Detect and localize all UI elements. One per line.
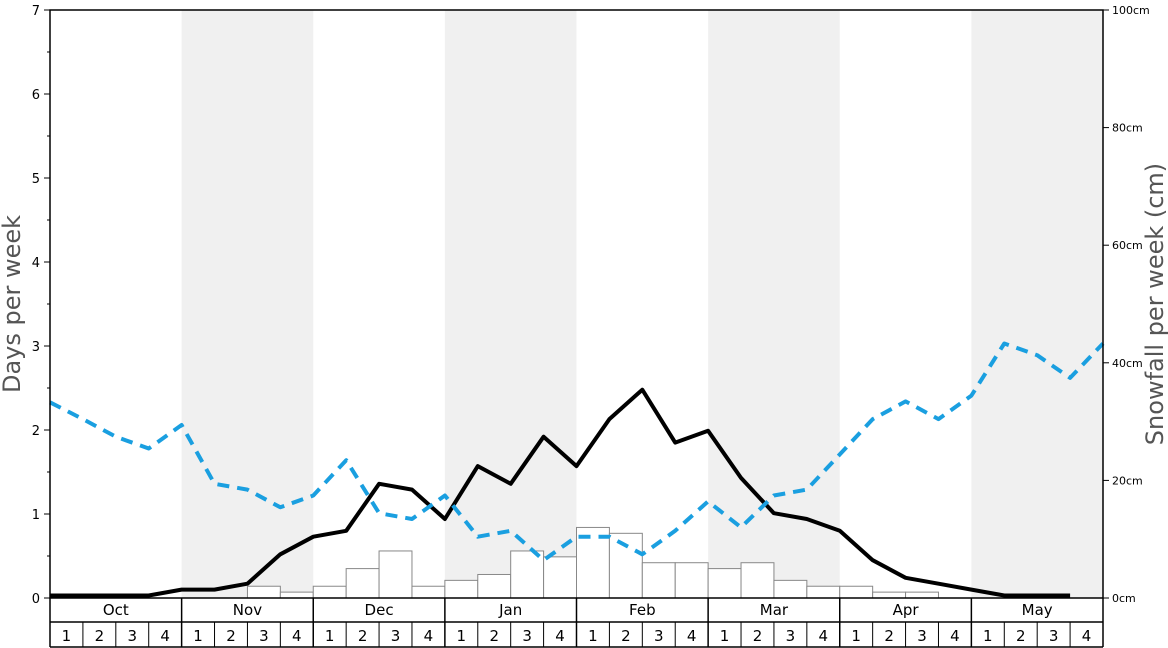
left-tick-label: 6 [32,88,40,103]
left-tick-label: 2 [32,424,40,439]
week-label: 3 [786,627,796,645]
left-tick-label: 4 [32,256,40,271]
month-label: Jan [498,601,522,619]
week-label: 1 [62,627,72,645]
y-axis-title-right: Snowfall per week (cm) [1141,163,1168,445]
week-label: 1 [588,627,598,645]
week-label: 2 [621,627,631,645]
left-tick-label: 7 [32,4,40,19]
left-tick-label: 0 [32,592,40,607]
right-tick-label: 100cm [1112,4,1150,17]
week-label: 2 [226,627,236,645]
week-label: 2 [1016,627,1026,645]
snow-bar [839,585,874,599]
week-label: 3 [654,627,664,645]
month-label: Feb [629,601,656,619]
month-label: Mar [760,601,789,619]
week-label: 1 [457,627,467,645]
month-label: Oct [103,601,129,619]
solid-black-line [50,387,1071,598]
week-label: 1 [720,627,730,645]
right-tick-label: 80cm [1112,122,1143,135]
snow-bar [510,550,545,599]
week-label: 3 [1049,627,1059,645]
week-label: 2 [358,627,368,645]
week-label: 1 [983,627,993,645]
week-label: 4 [555,627,565,645]
left-y-axis: 0 1 2 3 4 5 6 7 [32,4,50,607]
snow-bar [444,579,479,599]
snow-bar [740,562,775,599]
week-label: 1 [325,627,335,645]
week-label: 2 [753,627,763,645]
snow-bar [312,585,347,599]
week-label: 3 [391,627,401,645]
week-label: 1 [851,627,861,645]
snow-bar [345,568,380,599]
shade-band-jan [444,10,577,598]
right-tick-label: 20cm [1112,474,1143,487]
snow-bar [674,562,709,599]
snow-bar [279,591,314,599]
shade-band-mar [708,10,840,598]
snow-bar [477,573,512,599]
snow-days-bars [246,526,939,599]
x-axis-months-weeks: Oct 1 2 3 4 Nov 1 2 3 4 Dec 1 2 3 4 Jan 1 2 3 4 Feb 1 2 3 4 Mar 1 2… [49,598,1104,648]
right-tick-label: 60cm [1112,239,1143,252]
month-label: Apr [893,601,920,619]
snow-bar [905,591,939,599]
week-label: 2 [489,627,499,645]
snow-bar [411,585,446,599]
left-tick-label: 5 [32,172,40,187]
week-label: 4 [950,627,960,645]
week-label: 4 [292,627,302,645]
right-tick-label: 0cm [1112,592,1136,605]
left-tick-label: 1 [32,508,40,523]
month-shading [181,10,1103,598]
week-label: 3 [127,627,137,645]
right-tick-label: 40cm [1112,357,1143,370]
week-label: 2 [95,627,105,645]
week-label: 3 [522,627,532,645]
snow-bar [608,532,643,599]
snow-bar [872,591,907,599]
series-lines [49,341,1105,598]
week-label: 4 [1082,627,1092,645]
snow-bar [246,585,281,599]
week-label: 1 [193,627,203,645]
dashed-blue-line [49,341,1105,563]
week-label: 4 [424,627,434,645]
week-label: 2 [884,627,894,645]
snow-bar [707,568,742,599]
week-label: 4 [160,627,170,645]
right-y-axis: 0cm 20cm 40cm 60cm 80cm 100cm [1103,4,1150,605]
shade-band-may [971,10,1103,598]
month-label: May [1022,601,1053,619]
week-label: 4 [819,627,829,645]
month-label: Dec [365,601,394,619]
week-label: 4 [687,627,697,645]
week-label: 3 [259,627,269,645]
snow-bar [378,550,413,599]
snow-bar [773,579,808,599]
snow-bar [641,562,676,599]
left-tick-label: 3 [32,340,40,355]
snow-bar [543,556,577,599]
month-label: Nov [233,601,262,619]
week-label: 3 [917,627,927,645]
y-axis-title-left: Days per week [0,215,26,393]
snow-bar [806,585,841,599]
shade-band-nov [181,10,314,598]
